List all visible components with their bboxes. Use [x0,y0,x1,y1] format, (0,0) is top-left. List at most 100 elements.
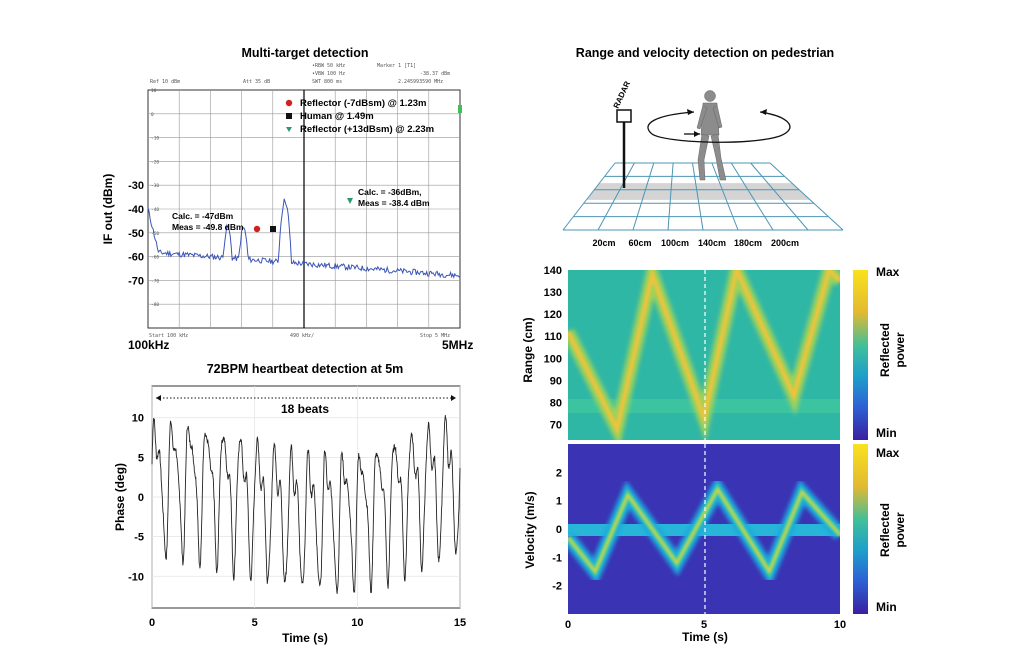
beats-arrow-right [451,395,456,401]
velocity-ticks: 210-1-20 5 10 [552,467,846,631]
spectrum-hdr-2: SWT 800 ms [312,79,342,85]
spectrum-x-start: 100kHz [128,338,169,352]
spectrum-att: Att 35 dB [243,79,270,85]
ann-right-meas: Meas = -38.4 dBm [358,198,430,208]
peak-marker-human [270,226,276,232]
legend-item-1: Human @ 1.49m [300,111,374,122]
legend-item-2: Reflector (+13dBsm) @ 2.23m [300,124,434,135]
peak-marker-reflector-2 [347,198,353,204]
velocity-cb-label-2: power [893,512,907,548]
range-trace-core [568,270,840,435]
velocity-cb-min: Min [876,600,897,614]
spectrum-mini-tick: -30 [151,183,159,189]
distance-label: 140cm [698,238,726,248]
velocity-y-tick: 0 [556,524,562,536]
spectrum-y-tick: -70 [128,275,144,287]
spectrum-marker-1: -38.37 dBm [420,71,450,77]
walking-orbit [647,111,791,143]
pedestrian-illustration: Range and velocity detection on pedestri… [562,46,844,248]
heartbeat-y-tick: 10 [132,413,144,425]
spectrum-title: Multi-target detection [241,46,368,60]
velocity-ylabel: Velocity (m/s) [523,491,537,568]
velocity-cb-label-1: Reflected [878,503,892,557]
range-cb-label-1: Reflected [878,323,892,377]
spectrum-ref: Ref 10 dBm [150,79,180,85]
heartbeat-x-tick: 5 [252,617,258,629]
spectrum-hdr-1: •VBW 100 Hz [312,71,345,77]
velocity-y-tick: -1 [552,552,562,564]
heartbeat-x-tick: 15 [454,617,466,629]
range-y-tick: 70 [550,420,562,432]
spectrum-mini-tick: -40 [151,207,159,213]
distance-labels: 20cm 60cm 100cm 140cm 180cm 200cm [592,238,799,248]
spectrum-mini-tick: -60 [151,255,159,261]
spectrum-mini-tick: -50 [151,231,159,237]
heartbeat-y-tick: 0 [138,492,144,504]
range-colorbar [853,270,868,440]
velocity-x-tick: 5 [701,619,707,631]
ann-left-meas: Meas = -49.8 dBm [172,222,244,232]
spectrum-mini-tick: -10 [151,136,159,142]
spectrum-mini-tick: -80 [151,302,159,308]
spectrum-mini-tick: 10 [151,88,157,94]
radar-label: RADAR [612,80,632,110]
ann-right-calc: Calc. = -36dBm, [358,187,422,197]
heartbeat-y-tick: -5 [134,532,144,544]
spectrum-y-tick: -50 [128,228,144,240]
pedestrian-figure [696,90,727,181]
heartbeat-ticks: 0 5 10 15 10 5 0 -5 -10 [128,413,466,629]
radar-box [616,109,632,123]
range-y-tick: 140 [544,265,562,277]
legend-square-marker [286,113,292,119]
heartbeat-xlabel: Time (s) [282,631,328,645]
pedestrian-title: Range and velocity detection on pedestri… [576,46,834,60]
velocity-heatmap-panel: 210-1-20 5 10 Time (s) Velocity (m/s) Max … [523,444,907,644]
range-cb-min: Min [876,426,897,440]
range-cb-max: Max [876,265,900,279]
spectrum-y-tick: -40 [128,204,144,216]
orbit-arrow-3 [694,131,700,137]
distance-label: 100cm [661,238,689,248]
velocity-xlabel: Time (s) [682,630,728,644]
spectrum-hdr-0: •RBW 50 kHz [312,63,345,69]
velocity-x-tick: 0 [565,619,571,631]
spectrum-foot-start: Start 100 kHz [149,333,188,339]
peak-marker-reflector-1 [253,225,261,233]
spectrum-trace [147,198,461,279]
velocity-static-band [568,524,840,536]
range-y-tick: 90 [550,375,562,387]
beats-label: 18 beats [281,402,329,416]
velocity-x-tick: 10 [834,619,846,631]
heartbeat-x-tick: 0 [149,617,155,629]
spectrum-foot-div: 490 kHz/ [290,333,314,339]
velocity-colorbar [853,444,868,614]
velocity-trace-core [568,487,840,574]
range-y-tick: 130 [544,287,562,299]
range-y-tick: 110 [544,331,562,343]
floor-grid [562,162,844,231]
heartbeat-title: 72BPM heartbeat detection at 5m [207,362,404,376]
spectrum-foot-stop: Stop 5 MHz [420,333,450,339]
beats-arrow-left [156,395,161,401]
spectrum-mini-tick: -20 [151,159,159,165]
range-y-tick: 80 [550,397,562,409]
range-ylabel: Range (cm) [521,317,535,382]
distance-label: 200cm [771,238,799,248]
spectrum-small-y-ticks: 10 0 -10 -20 -30 -40 -50 -60 -70 -80 [151,88,159,308]
spectrum-marker-0: Marker 1 [T1] [377,63,416,69]
legend-item-0: Reflector (-7dBsm) @ 1.23m [300,98,426,109]
floor-walk-zone [586,183,811,200]
heartbeat-y-tick: -10 [128,571,144,583]
spectrum-y-tick: -60 [128,252,144,264]
range-y-tick: 100 [544,353,562,365]
distance-label: 60cm [628,238,651,248]
distance-label: 20cm [592,238,615,248]
spectrum-mini-tick: -70 [151,278,159,284]
range-ticks: 140 130 120 110 100 90 80 70 [544,265,562,432]
velocity-y-tick: 1 [556,496,562,508]
spectrum-edge-marker [458,105,462,113]
spectrum-panel: Multi-target detection •RBW 50 kHz •VBW … [101,46,473,352]
heartbeat-trace [151,415,461,594]
ann-left-calc: Calc. = -47dBm [172,211,234,221]
